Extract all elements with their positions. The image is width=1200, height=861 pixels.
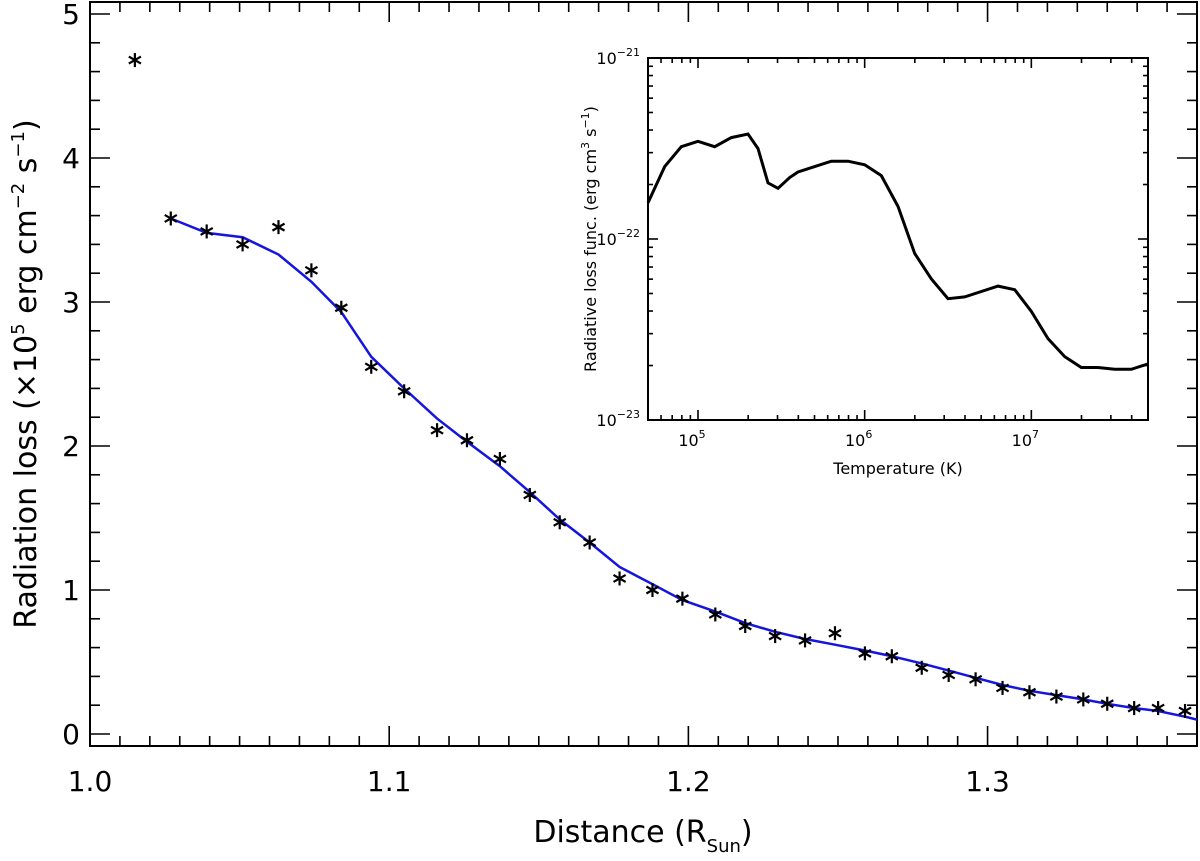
main-plot-frame: [89, 1, 1198, 747]
data-point: [304, 263, 319, 278]
data-point: [1127, 701, 1141, 716]
y-tick-label: 5: [62, 0, 80, 31]
data-point: [612, 571, 627, 586]
data-point: [942, 667, 956, 682]
fit-line: [170, 217, 1198, 721]
data-point: [1076, 692, 1090, 707]
data-point: [235, 237, 250, 252]
data-point: [364, 359, 378, 374]
y-tick-label: 4: [62, 142, 80, 175]
data-point: [553, 515, 567, 530]
data-point: [128, 53, 142, 68]
data-point: [334, 300, 348, 315]
y-tick-label: 0: [62, 718, 80, 751]
data-point: [583, 535, 597, 550]
data-point: [460, 433, 474, 448]
data-point: [1100, 696, 1114, 711]
y-tick-label: 2: [62, 430, 80, 463]
data-point: [915, 660, 929, 675]
inset-y-tick-label: 10−22: [596, 227, 640, 249]
data-point: [645, 583, 660, 597]
data-point: [858, 646, 872, 661]
data-point: [164, 211, 178, 226]
y-tick-label: 3: [62, 286, 80, 319]
data-point: [200, 224, 214, 239]
data-point: [885, 649, 899, 664]
inset-background: [648, 58, 1148, 420]
inset-y-axis-label: Radiative loss func. (erg cm3 s−1): [579, 106, 600, 372]
inset-x-tick-label: 107: [1012, 428, 1039, 450]
inset-x-tick-label: 105: [678, 428, 705, 450]
data-point: [271, 220, 286, 235]
radiative-loss-curve: [646, 132, 1149, 371]
x-tick-label: 1.0: [68, 765, 113, 798]
inset-plot: 105 106 107 10−23 10−22 10−21 Temperature (K…: [579, 46, 1149, 478]
data-point: [675, 591, 690, 606]
main-y-ticks: 0 1 2 3 4 5: [62, 0, 1197, 751]
data-point: [1022, 685, 1037, 700]
data-point: [430, 423, 444, 438]
inset-y-tick-label: 10−23: [596, 408, 640, 430]
measured-points: [128, 53, 1192, 718]
data-point: [968, 672, 983, 687]
data-point: [1049, 689, 1063, 704]
data-point: [1151, 701, 1165, 716]
x-tick-label: 1.2: [666, 765, 711, 798]
inset-x-ticks: 105 106 107: [660, 58, 1149, 450]
x-tick-label: 1.3: [965, 765, 1010, 798]
data-point: [828, 626, 842, 641]
inset-x-axis-label: Temperature (K): [832, 459, 962, 478]
data-point: [493, 451, 507, 466]
data-point: [523, 487, 537, 502]
y-axis-label: Radiation loss (×105 erg cm−2 s−1): [8, 119, 44, 628]
inset-y-ticks: 10−23 10−22 10−21: [596, 46, 1148, 430]
x-tick-label: 1.1: [367, 765, 412, 798]
data-point: [768, 629, 782, 644]
inset-x-tick-label: 106: [845, 428, 872, 450]
data-point: [995, 680, 1010, 695]
inset-y-tick-label: 10−21: [596, 46, 640, 68]
main-plot: 1.0 1.1 1.2 1.3 0 1 2 3 4 5 Distance (RSun) Radi…: [8, 0, 1198, 857]
data-point: [708, 607, 722, 622]
data-point: [397, 384, 411, 399]
data-point: [798, 633, 812, 648]
data-point: [1178, 703, 1192, 718]
y-tick-label: 1: [62, 574, 80, 607]
main-x-ticks: 1.0 1.1 1.2 1.3: [68, 2, 1198, 798]
x-axis-label: Distance (RSun): [533, 815, 752, 857]
data-point: [738, 619, 752, 633]
